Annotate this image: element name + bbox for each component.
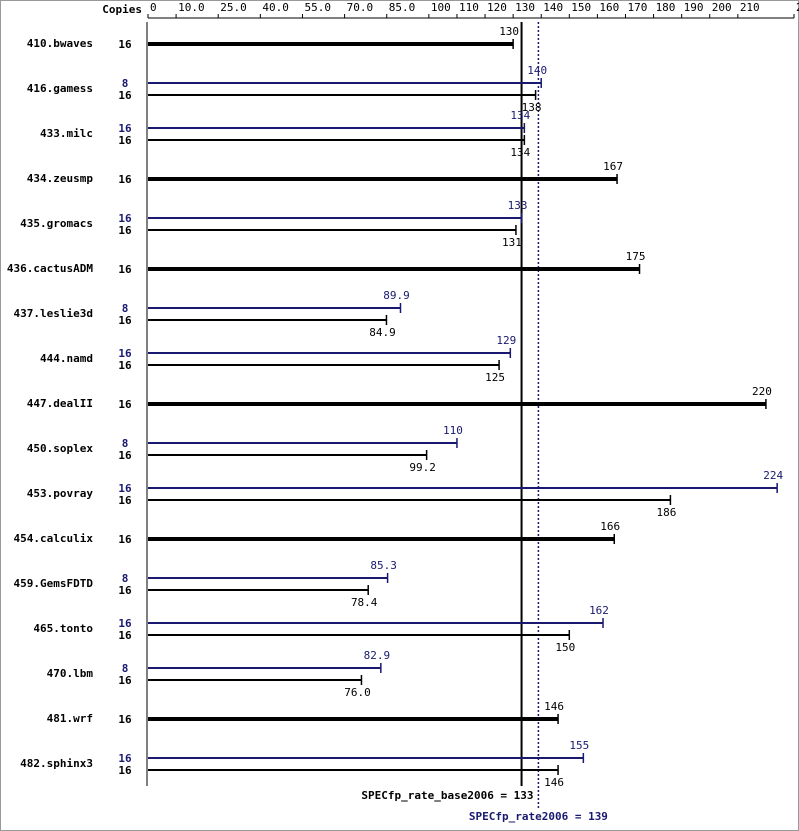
x-tick-label: 230 [796, 1, 799, 14]
copies-label: 16 [118, 359, 132, 372]
category-label: 433.milc [40, 127, 93, 140]
copies-label: 16 [118, 122, 132, 135]
copies-label: 16 [118, 713, 132, 726]
copies-label: 16 [118, 482, 132, 495]
x-tick-label: 120 [487, 1, 507, 14]
value-label: 162 [589, 604, 609, 617]
x-tick-label: 210 [740, 1, 760, 14]
value-label: 129 [496, 334, 516, 347]
copies-label: 16 [118, 494, 132, 507]
value-label: 131 [502, 236, 522, 249]
x-tick-label: 140 [543, 1, 563, 14]
copies-label: 16 [118, 398, 132, 411]
x-tick-label: 40.0 [262, 1, 289, 14]
copies-label: 8 [122, 77, 129, 90]
value-label: 78.4 [351, 596, 378, 609]
copies-label: 16 [118, 173, 132, 186]
value-label: 84.9 [369, 326, 396, 339]
x-tick-label: 70.0 [347, 1, 374, 14]
copies-label: 16 [118, 584, 132, 597]
value-label: 186 [656, 506, 676, 519]
category-label: 481.wrf [47, 712, 93, 725]
category-label: 444.namd [40, 352, 93, 365]
copies-label: 16 [118, 224, 132, 237]
category-label: 482.sphinx3 [20, 757, 93, 770]
copies-label: 16 [118, 764, 132, 777]
base-reference-label: SPECfp_rate_base2006 = 133 [361, 789, 533, 802]
category-label: 437.leslie3d [14, 307, 93, 320]
value-label: 99.2 [409, 461, 436, 474]
x-tick-label: 150 [571, 1, 591, 14]
value-label: 150 [555, 641, 575, 654]
value-label: 76.0 [344, 686, 371, 699]
value-label: 133 [508, 199, 528, 212]
value-label: 110 [443, 424, 463, 437]
value-label: 134 [510, 109, 530, 122]
category-label: 447.dealII [27, 397, 93, 410]
copies-label: 8 [122, 662, 129, 675]
category-label: 434.zeusmp [27, 172, 94, 185]
value-label: 155 [569, 739, 589, 752]
x-tick-label: 0 [150, 1, 157, 14]
value-label: 125 [485, 371, 505, 384]
value-label: 175 [626, 250, 646, 263]
category-label: 454.calculix [14, 532, 94, 545]
value-label: 89.9 [383, 289, 410, 302]
category-label: 459.GemsFDTD [14, 577, 94, 590]
copies-label: 16 [118, 533, 132, 546]
value-label: 138 [522, 101, 542, 114]
category-label: 416.gamess [27, 82, 93, 95]
peak-reference-label: SPECfp_rate2006 = 139 [469, 810, 608, 823]
copies-label: 16 [118, 674, 132, 687]
copies-label: 16 [118, 89, 132, 102]
copies-label: 16 [118, 347, 132, 360]
copies-label: 16 [118, 212, 132, 225]
copies-label: 8 [122, 437, 129, 450]
x-tick-label: 180 [656, 1, 676, 14]
category-label: 453.povray [27, 487, 94, 500]
value-label: 130 [499, 25, 519, 38]
category-label: 450.soplex [27, 442, 94, 455]
copies-label: 16 [118, 134, 132, 147]
x-tick-label: 55.0 [304, 1, 331, 14]
x-tick-label: 170 [627, 1, 647, 14]
copies-header: Copies [102, 3, 142, 16]
x-tick-label: 10.0 [178, 1, 205, 14]
copies-label: 16 [118, 314, 132, 327]
category-label: 465.tonto [33, 622, 93, 635]
x-tick-label: 160 [599, 1, 619, 14]
copies-label: 16 [118, 38, 132, 51]
category-label: 436.cactusADM [7, 262, 93, 275]
value-label: 220 [752, 385, 772, 398]
value-label: 167 [603, 160, 623, 173]
copies-label: 8 [122, 572, 129, 585]
value-label: 146 [544, 776, 564, 789]
value-label: 85.3 [370, 559, 397, 572]
value-label: 82.9 [364, 649, 391, 662]
value-label: 140 [527, 64, 547, 77]
value-label: 224 [763, 469, 783, 482]
x-tick-label: 130 [515, 1, 535, 14]
category-label: 410.bwaves [27, 37, 93, 50]
x-tick-label: 100 [431, 1, 451, 14]
copies-label: 16 [118, 752, 132, 765]
x-tick-label: 85.0 [389, 1, 416, 14]
copies-label: 16 [118, 629, 132, 642]
copies-label: 16 [118, 617, 132, 630]
category-label: 435.gromacs [20, 217, 93, 230]
copies-label: 8 [122, 302, 129, 315]
category-label: 470.lbm [47, 667, 94, 680]
copies-label: 16 [118, 263, 132, 276]
x-tick-label: 110 [459, 1, 479, 14]
x-tick-label: 190 [684, 1, 704, 14]
x-tick-label: 200 [712, 1, 732, 14]
value-label: 134 [510, 146, 530, 159]
value-label: 166 [600, 520, 620, 533]
x-tick-label: 25.0 [220, 1, 247, 14]
copies-label: 16 [118, 449, 132, 462]
value-label: 146 [544, 700, 564, 713]
